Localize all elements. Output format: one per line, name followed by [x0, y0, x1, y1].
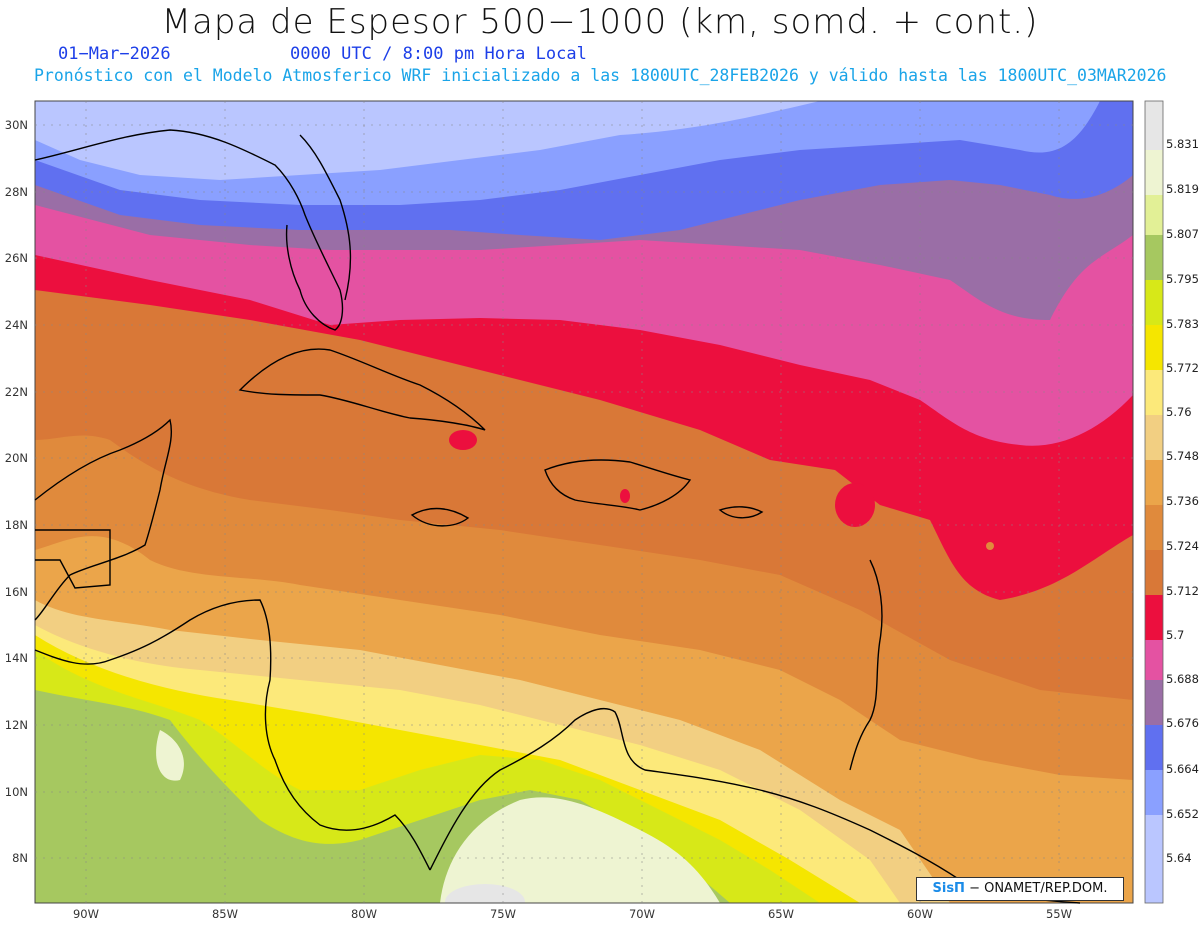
lat-label-10n: 10N: [5, 785, 28, 799]
lon-label-55w: 55W: [1046, 907, 1072, 921]
colorbar-swatch: [1145, 415, 1163, 460]
graticule: [35, 101, 1133, 903]
lat-label-24n: 24N: [5, 318, 28, 332]
cuba-coast: [238, 348, 486, 431]
colorbar-swatch: [1145, 505, 1163, 550]
colorbar-label: 5.783: [1166, 317, 1199, 331]
lat-label-12n: 12N: [5, 718, 28, 732]
lat-label-22n: 22N: [5, 385, 28, 399]
south-america-coast: [429, 708, 1081, 904]
jamaica-coast: [410, 507, 470, 527]
colorbar-label: 5.7: [1166, 628, 1184, 642]
lon-label-70w: 70W: [629, 907, 655, 921]
colorbar-label: 5.724: [1166, 539, 1199, 553]
lon-label-60w: 60W: [907, 907, 933, 921]
mexico-coast: [34, 418, 173, 621]
sispi-logo: SisΠ: [932, 881, 965, 896]
colorbar-label: 5.807: [1166, 227, 1199, 241]
lat-label-26n: 26N: [5, 251, 28, 265]
colorbar-swatch: [1145, 680, 1163, 725]
lon-label-85w: 85W: [212, 907, 238, 921]
colorbar-swatch: [1145, 235, 1163, 280]
colorbar-label: 5.772: [1166, 361, 1199, 375]
forecast-time: 0000 UTC / 8:00 pm Hora Local: [290, 44, 587, 64]
thickness-fill: [35, 101, 1133, 903]
florida-coast: [34, 129, 352, 331]
colorbar-swatch: [1145, 370, 1163, 415]
colorbar: 5.831 5.819 5.807 5.795 5.783 5.772 5.76…: [1144, 100, 1199, 904]
lat-label-16n: 16N: [5, 585, 28, 599]
colorbar-label: 5.819: [1166, 182, 1199, 196]
lon-label-65w: 65W: [768, 907, 794, 921]
longitude-labels: 90W 85W 80W 75W 70W 65W 60W 55W: [73, 907, 1072, 921]
colorbar-label: 5.676: [1166, 716, 1199, 730]
colorbar-swatch: [1145, 640, 1163, 680]
colorbar-label: 5.688: [1166, 672, 1199, 686]
credit-box: SisΠ − ONAMET/REP.DOM.: [916, 877, 1124, 901]
lon-label-90w: 90W: [73, 907, 99, 921]
colorbar-swatch: [1145, 595, 1163, 640]
coastlines: [34, 129, 1081, 904]
credit-text: − ONAMET/REP.DOM.: [969, 881, 1108, 896]
colorbar-swatch: [1145, 101, 1163, 150]
colorbar-label: 5.736: [1166, 494, 1199, 508]
colorbar-label: 5.652: [1166, 807, 1199, 821]
lat-label-28n: 28N: [5, 185, 28, 199]
map-title: Mapa de Espesor 500−1000 (km, somd. + co…: [161, 2, 1039, 42]
yucatan-outline: [35, 529, 111, 589]
lat-label-20n: 20N: [5, 451, 28, 465]
colorbar-label: 5.795: [1166, 272, 1199, 286]
puerto-rico-coast: [718, 506, 764, 519]
lat-label-30n: 30N: [5, 118, 28, 132]
colorbar-swatch: [1145, 460, 1163, 505]
colorbar-swatch: [1145, 770, 1163, 815]
lat-label-14n: 14N: [5, 651, 28, 665]
colorbar-swatch: [1145, 550, 1163, 595]
colorbar-swatch: [1145, 725, 1163, 770]
latitude-labels: 30N 28N 26N 24N 22N 20N 18N 16N 14N 12N …: [5, 118, 28, 865]
colorbar-label: 5.831: [1166, 137, 1199, 151]
forecast-date: 01−Mar−2026: [58, 44, 171, 64]
lat-label-18n: 18N: [5, 518, 28, 532]
colorbar-label: 5.712: [1166, 584, 1199, 598]
plot-frame: [34, 100, 1134, 904]
colorbar-swatch: [1145, 815, 1163, 903]
lon-label-75w: 75W: [490, 907, 516, 921]
colorbar-label: 5.64: [1166, 851, 1192, 865]
lat-label-8n: 8N: [12, 851, 28, 865]
colorbar-swatch: [1145, 150, 1163, 195]
model-description: Pronóstico con el Modelo Atmosferico WRF…: [34, 66, 1167, 85]
hispaniola-coast: [544, 459, 692, 511]
colorbar-swatch: [1145, 325, 1163, 370]
colorbar-label: 5.664: [1166, 762, 1199, 776]
lon-label-80w: 80W: [351, 907, 377, 921]
colorbar-label: 5.76: [1166, 405, 1192, 419]
colorbar-label: 5.748: [1166, 449, 1199, 463]
colorbar-swatch: [1145, 195, 1163, 235]
lesser-antilles: [849, 559, 883, 771]
colorbar-swatch: [1145, 280, 1163, 325]
central-america-coast: [34, 599, 431, 871]
